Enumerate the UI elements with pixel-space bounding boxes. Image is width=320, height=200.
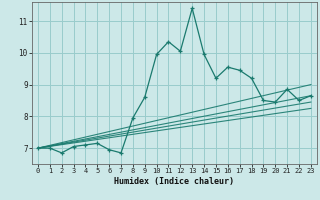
X-axis label: Humidex (Indice chaleur): Humidex (Indice chaleur) bbox=[115, 177, 234, 186]
